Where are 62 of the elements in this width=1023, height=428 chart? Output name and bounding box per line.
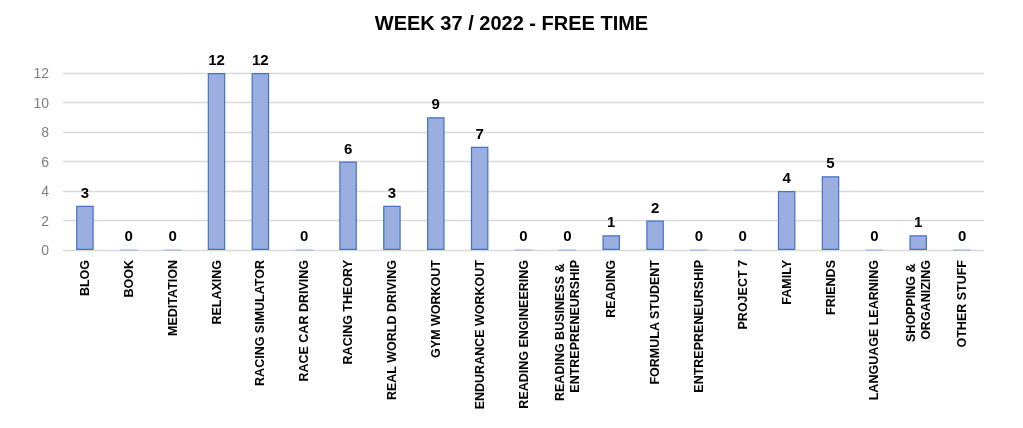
bar bbox=[339, 161, 357, 250]
x-tick-label: READING ENGINEERING bbox=[516, 260, 531, 409]
bar bbox=[646, 220, 664, 250]
x-tick-label: PROJECT 7 bbox=[735, 259, 750, 330]
x-tick-label: SHOPPING & ORGANIZING bbox=[903, 260, 933, 342]
x-tick-label: FRIENDS bbox=[823, 260, 838, 315]
x-tick-label: ENTREPRENEURSHIP bbox=[691, 260, 706, 393]
data-label: 2 bbox=[650, 198, 660, 216]
x-tick-label: RACING SIMULATOR bbox=[253, 260, 268, 386]
x-tick-label: FAMILY bbox=[779, 259, 794, 305]
x-tick-label: ENDURANCE WORKOUT bbox=[472, 259, 487, 410]
x-tick-label: REAL WORLD DRIVING bbox=[384, 260, 399, 401]
data-label: 7 bbox=[475, 124, 484, 142]
y-tick-label: 2 bbox=[41, 212, 50, 229]
y-tick-label: 12 bbox=[33, 65, 50, 81]
y-tick-label: 10 bbox=[33, 94, 50, 111]
data-label: 0 bbox=[738, 227, 747, 245]
x-tick-label: RACING THEORY bbox=[341, 259, 356, 365]
bar bbox=[602, 235, 620, 250]
data-label: 5 bbox=[826, 154, 835, 172]
y-tick-label: 0 bbox=[41, 242, 50, 258]
bar bbox=[427, 117, 445, 250]
x-tick-label: FORMULA STUDENT bbox=[648, 259, 663, 385]
data-label: 0 bbox=[563, 227, 572, 245]
bar bbox=[909, 235, 927, 250]
x-tick-label: RELAXING bbox=[209, 260, 224, 325]
x-tick-label: BOOK bbox=[121, 260, 136, 298]
data-label: 1 bbox=[607, 213, 616, 231]
data-label: 0 bbox=[870, 227, 879, 245]
data-label: 0 bbox=[957, 227, 967, 245]
data-label: 0 bbox=[519, 227, 528, 245]
bar bbox=[251, 73, 270, 250]
data-label: 0 bbox=[300, 227, 309, 245]
bar bbox=[777, 191, 796, 250]
data-label: 12 bbox=[208, 51, 225, 68]
x-tick-label: OTHER STUFF bbox=[955, 259, 970, 348]
y-tick-label: 6 bbox=[41, 153, 50, 170]
x-tick-label: LANGUAGE LEARNING bbox=[867, 260, 882, 401]
data-label: 6 bbox=[343, 139, 353, 157]
data-label: 0 bbox=[168, 227, 177, 245]
x-tick-label: READING bbox=[604, 260, 619, 318]
bar bbox=[76, 205, 94, 250]
x-tick-label: RACE CAR DRIVING bbox=[297, 260, 312, 382]
data-label: 12 bbox=[252, 51, 269, 68]
bar bbox=[470, 146, 489, 250]
x-tick-label: MEDITATION bbox=[165, 260, 180, 336]
x-tick-label: GYM WORKOUT bbox=[428, 259, 443, 358]
data-label: 3 bbox=[387, 183, 397, 201]
x-tick-label: BLOG bbox=[77, 260, 92, 297]
data-label: 9 bbox=[431, 95, 440, 113]
bar bbox=[821, 176, 840, 250]
data-label: 0 bbox=[694, 227, 704, 245]
data-label: 4 bbox=[782, 169, 792, 186]
y-tick-label: 4 bbox=[41, 183, 50, 199]
data-label: 1 bbox=[914, 213, 923, 231]
y-tick-label: 8 bbox=[41, 124, 50, 140]
x-tick-label: READING BUSINESS & ENTREPRENEURSHIP bbox=[552, 260, 582, 401]
bar bbox=[383, 205, 401, 250]
chart-title: WEEK 37 / 2022 - FREE TIME bbox=[374, 12, 649, 34]
bar bbox=[207, 73, 226, 250]
data-label: 0 bbox=[124, 227, 133, 245]
data-label: 3 bbox=[80, 183, 90, 201]
